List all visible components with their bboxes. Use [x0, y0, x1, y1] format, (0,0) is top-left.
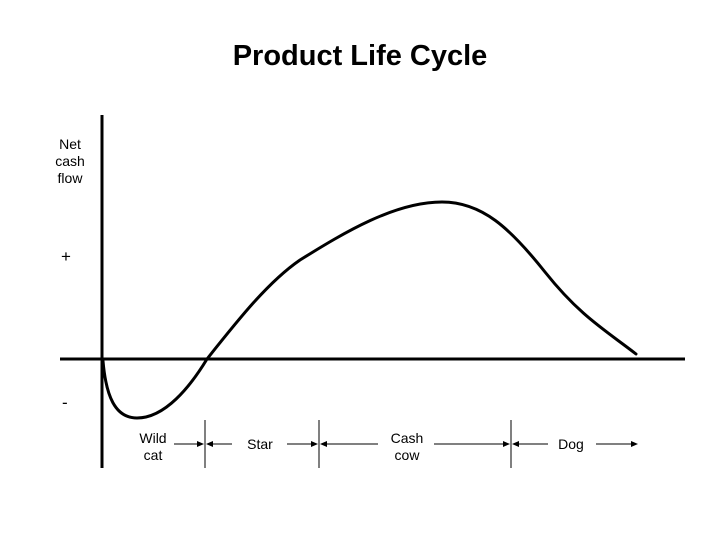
y-axis-label-line-1: Net: [59, 136, 81, 152]
wild-cat-arrow-head: [197, 441, 204, 447]
star-left-arrow-head: [206, 441, 213, 447]
y-axis-label-line-2: cash: [55, 153, 85, 169]
stage-label-cash-cow: Cash cow: [382, 430, 432, 464]
stage-label-wild-cat: Wild cat: [128, 430, 178, 464]
stage-label-dog: Dog: [546, 436, 596, 453]
stage-label-line: Cash: [390, 430, 424, 446]
cash-flow-curve: [101, 200, 638, 420]
diagram-title: Product Life Cycle: [232, 40, 488, 72]
stage-label-star: Star: [235, 436, 285, 453]
negative-sign: -: [62, 393, 68, 412]
stage-label-line: cow: [394, 447, 420, 463]
star-right-arrow-head: [311, 441, 318, 447]
y-axis-label: Net cash flow: [40, 136, 100, 187]
y-axis-label-line-3: flow: [57, 170, 83, 186]
stage-label-line: cat: [143, 447, 163, 463]
dog-right-arrow-head: [631, 441, 638, 447]
cash-cow-right-arrow-head: [503, 441, 510, 447]
stage-label-line: Wild: [139, 430, 167, 446]
cash-cow-left-arrow-head: [320, 441, 327, 447]
positive-sign: +: [61, 247, 71, 266]
stage-label-line: Star: [247, 436, 273, 452]
stage-label-line: Dog: [558, 436, 584, 452]
dog-left-arrow-head: [512, 441, 519, 447]
